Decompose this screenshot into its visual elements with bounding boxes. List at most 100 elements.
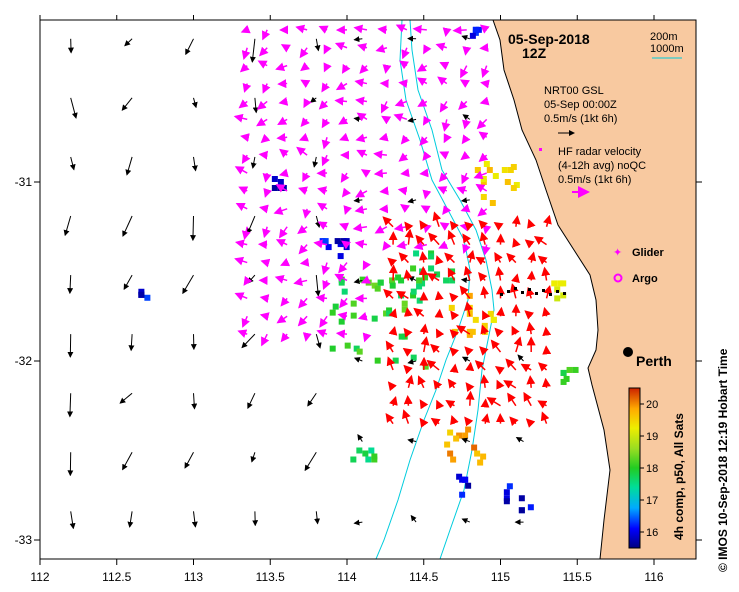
strong-vector bbox=[527, 251, 537, 263]
strong-vector bbox=[459, 285, 471, 299]
sst-pixel bbox=[447, 450, 454, 457]
glider-track bbox=[500, 287, 566, 296]
model-vector bbox=[353, 519, 363, 526]
perth-marker bbox=[623, 347, 633, 357]
hf-vector bbox=[401, 47, 410, 60]
strong-vector bbox=[450, 310, 460, 321]
hf-vector bbox=[335, 329, 348, 339]
hf-vector bbox=[396, 240, 407, 250]
strong-vector bbox=[478, 272, 488, 282]
sst-pixel bbox=[560, 292, 567, 299]
hf-vector bbox=[277, 116, 288, 125]
hf-vector bbox=[395, 24, 408, 33]
sst-pixel bbox=[422, 363, 429, 370]
sst-pixel bbox=[350, 456, 357, 463]
hf-vector bbox=[420, 205, 431, 214]
hf-vector bbox=[416, 77, 428, 87]
argo-legend-icon bbox=[613, 273, 623, 283]
sst-pixel bbox=[329, 309, 336, 316]
sst-pixel bbox=[453, 435, 460, 442]
strong-vector bbox=[419, 266, 429, 281]
sst-pixel bbox=[434, 271, 441, 278]
y-tick-label: -32 bbox=[15, 354, 33, 368]
sst-pixel bbox=[487, 310, 494, 317]
strong-current-vector-field bbox=[382, 211, 553, 428]
hf-vector bbox=[462, 119, 471, 130]
strong-vector bbox=[387, 381, 397, 392]
strong-vector bbox=[432, 211, 442, 227]
strong-vector bbox=[447, 378, 457, 389]
sst-pixel bbox=[410, 354, 417, 361]
sst-pixel bbox=[428, 253, 435, 260]
model-vector bbox=[462, 114, 471, 121]
model-vector bbox=[121, 97, 133, 111]
hf-vector bbox=[313, 239, 328, 249]
sst-pixel bbox=[469, 32, 476, 39]
strong-vector bbox=[512, 237, 521, 248]
sst-pixel bbox=[560, 280, 567, 287]
model-vector bbox=[127, 511, 134, 528]
strong-vector bbox=[404, 228, 414, 245]
hf-vector bbox=[343, 205, 353, 216]
sst-pixel bbox=[506, 483, 513, 490]
x-tick-label: 114.5 bbox=[409, 570, 438, 584]
model-vector bbox=[191, 97, 198, 109]
sst-pixel bbox=[377, 279, 384, 286]
strong-vector bbox=[430, 343, 440, 354]
hf-vector bbox=[262, 172, 272, 183]
sst-pixel bbox=[362, 450, 369, 457]
sst-pixel bbox=[368, 447, 375, 454]
hf-legend-marker bbox=[539, 148, 542, 151]
strong-vector bbox=[464, 346, 474, 356]
strong-vector bbox=[434, 308, 444, 319]
hf-vector bbox=[338, 262, 348, 274]
hf-vector bbox=[479, 43, 489, 53]
sst-pixel bbox=[501, 167, 508, 173]
sst-pixel bbox=[572, 366, 579, 373]
hf-vector bbox=[259, 46, 269, 57]
hf-vector bbox=[416, 63, 428, 72]
hf-vector bbox=[318, 100, 329, 110]
y-tick-label: -31 bbox=[15, 175, 33, 189]
sst-pixel bbox=[325, 244, 332, 251]
hf-vector bbox=[321, 262, 331, 276]
strong-vector bbox=[481, 413, 490, 424]
sst-pixel bbox=[459, 491, 466, 498]
sst-pixel bbox=[465, 482, 472, 489]
sst-pixel bbox=[334, 238, 341, 245]
hf-vector bbox=[437, 186, 448, 195]
hf-vector bbox=[357, 43, 368, 52]
strong-vector bbox=[482, 310, 491, 321]
strong-vector bbox=[462, 233, 472, 246]
strong-vector bbox=[449, 292, 459, 303]
hf-vector bbox=[240, 133, 250, 142]
hf-vector bbox=[481, 244, 491, 256]
strong-vector bbox=[413, 307, 425, 317]
model-legend-time: 05-Sep 00:00Z bbox=[544, 99, 617, 111]
strong-vector bbox=[419, 417, 429, 428]
hf-vector bbox=[299, 47, 309, 59]
hf-vector bbox=[423, 44, 432, 55]
colorbar bbox=[628, 387, 641, 549]
hf-vector bbox=[337, 311, 348, 321]
hf-vector bbox=[274, 274, 288, 284]
copyright-label: © IMOS 10-Sep-2018 12:19 Hobart Time bbox=[716, 348, 730, 572]
sst-pixel bbox=[422, 274, 429, 281]
hf-vector bbox=[295, 24, 308, 34]
model-vector bbox=[69, 156, 76, 171]
sst-pixel bbox=[480, 194, 487, 200]
sst-pixel bbox=[449, 277, 456, 284]
model-vector bbox=[70, 97, 78, 119]
sst-pixel bbox=[483, 161, 490, 167]
strong-vector bbox=[475, 256, 486, 266]
model-vector bbox=[247, 393, 256, 409]
model-vector bbox=[67, 393, 74, 418]
model-vector bbox=[250, 156, 257, 169]
hf-vector bbox=[476, 118, 488, 130]
sst-pixel bbox=[472, 316, 479, 323]
sst-pixel bbox=[329, 345, 336, 352]
model-vector bbox=[314, 275, 321, 297]
model-vector bbox=[357, 434, 364, 442]
sst-pixel bbox=[277, 179, 284, 185]
